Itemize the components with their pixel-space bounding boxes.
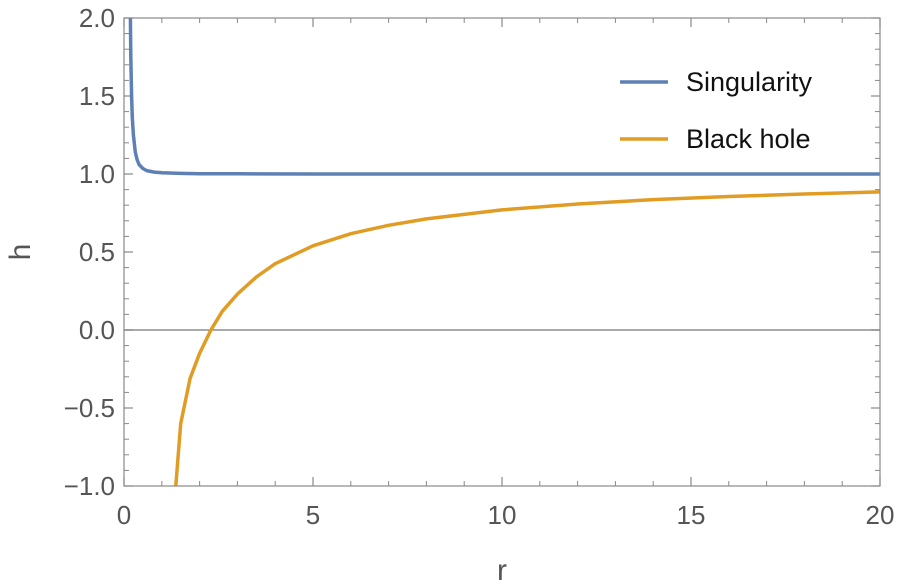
y-tick-label: 2.0 — [79, 3, 115, 33]
plot-frame — [123, 17, 881, 487]
y-axis-title: h — [4, 244, 37, 261]
x-tick-label: 20 — [866, 500, 895, 530]
y-tick-label: −0.5 — [64, 393, 115, 423]
legend-label: Singularity — [686, 67, 813, 97]
series-line-2 — [174, 190, 881, 487]
x-axis-ticks: 0 5 10 15 20 — [117, 18, 895, 530]
y-tick-label: 0.5 — [79, 237, 115, 267]
y-tick-label: 0.0 — [79, 315, 115, 345]
x-tick-label: 0 — [117, 500, 131, 530]
x-tick-label: 10 — [488, 500, 517, 530]
x-axis-title: r — [497, 554, 507, 584]
x-tick-label: 15 — [677, 500, 706, 530]
series-line-1 — [128, 17, 880, 176]
legend: Singularity Black hole — [620, 67, 813, 154]
y-axis-ticks: −1.0 −0.5 0.0 0.5 1.0 1.5 2.0 — [64, 3, 880, 501]
y-tick-label: 1.5 — [79, 81, 115, 111]
x-tick-label: 5 — [306, 500, 320, 530]
y-tick-label: 1.0 — [79, 159, 115, 189]
series-layer — [128, 17, 881, 487]
y-tick-label: −1.0 — [64, 471, 115, 501]
legend-label: Black hole — [686, 124, 811, 154]
